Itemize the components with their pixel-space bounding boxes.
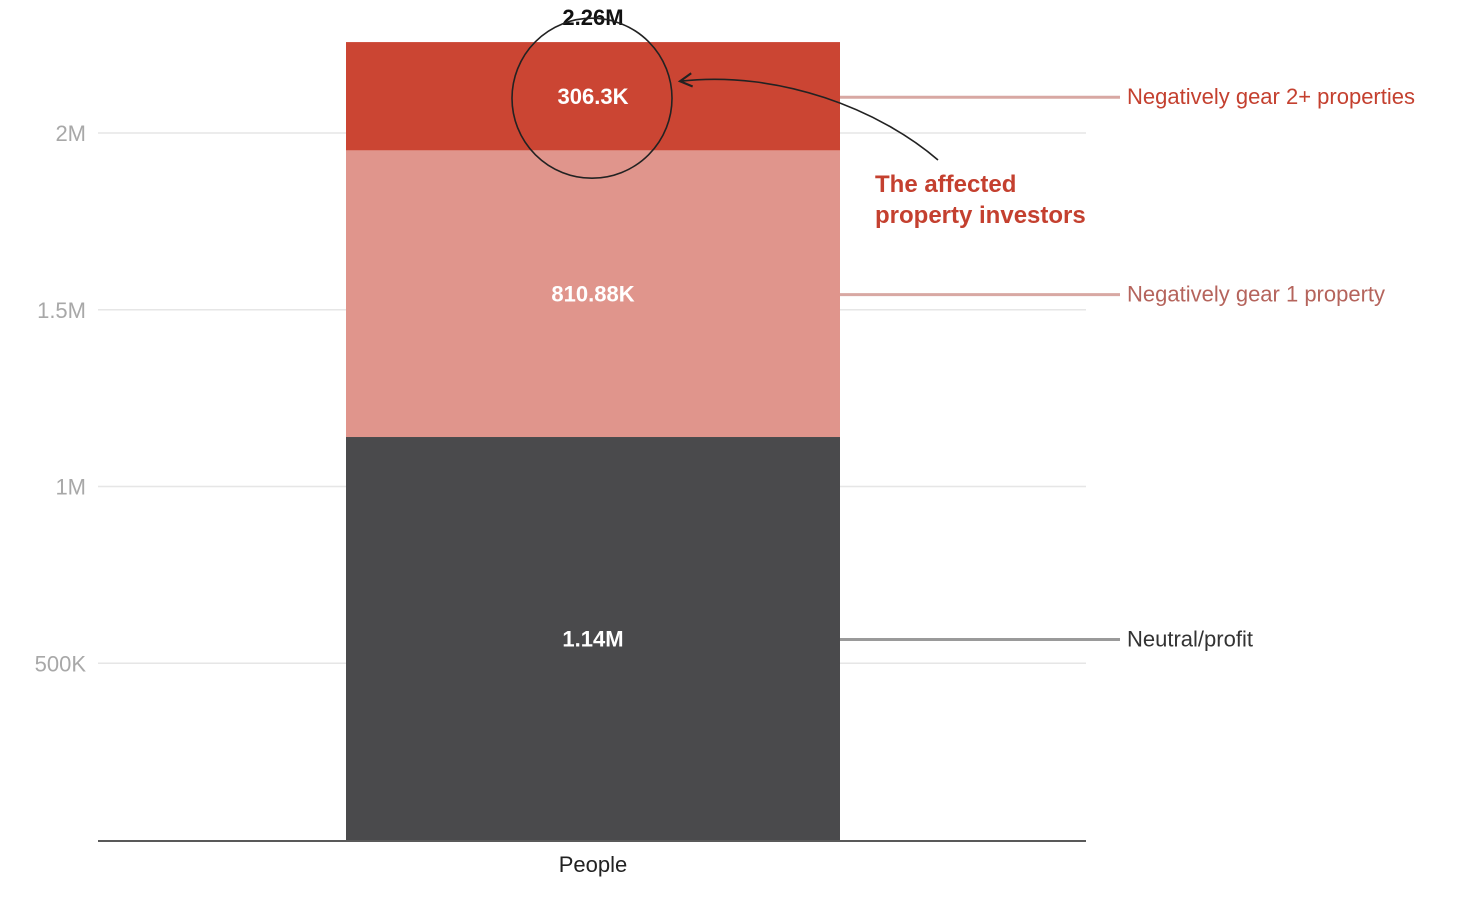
segment-value-label-0: 1.14M <box>562 627 623 652</box>
segment-value-label-1: 810.88K <box>551 282 634 307</box>
segment-value-label-2: 306.3K <box>558 84 629 109</box>
annotation: The affected property investors <box>511 17 1086 229</box>
legend-label-1: Negatively gear 1 property <box>1127 282 1385 307</box>
annotation-line-0: The affected <box>875 171 1016 198</box>
annotation-line-1: property investors <box>875 202 1086 229</box>
x-category-label: People <box>559 852 628 877</box>
y-tick-label-1: 1M <box>55 475 86 500</box>
y-axis-ticks: 500K 1M 1.5M 2M <box>35 121 87 676</box>
stacked-bar <box>346 42 840 840</box>
legend-label-0: Neutral/profit <box>1127 627 1253 652</box>
y-tick-label-2: 1.5M <box>37 298 86 323</box>
annotation-circle <box>511 17 673 180</box>
annotation-text: The affected property investors <box>875 171 1086 229</box>
legend-label-2: Negatively gear 2+ properties <box>1127 84 1415 109</box>
bar-segment-0 <box>346 437 840 840</box>
bar-segment-2 <box>346 42 840 151</box>
annotation-arrow <box>677 72 939 161</box>
direct-legend: Neutral/profit Negatively gear 1 property… <box>840 84 1415 652</box>
y-tick-label-0: 500K <box>35 651 87 676</box>
y-tick-label-3: 2M <box>55 121 86 146</box>
bar-segment-1 <box>346 150 840 438</box>
